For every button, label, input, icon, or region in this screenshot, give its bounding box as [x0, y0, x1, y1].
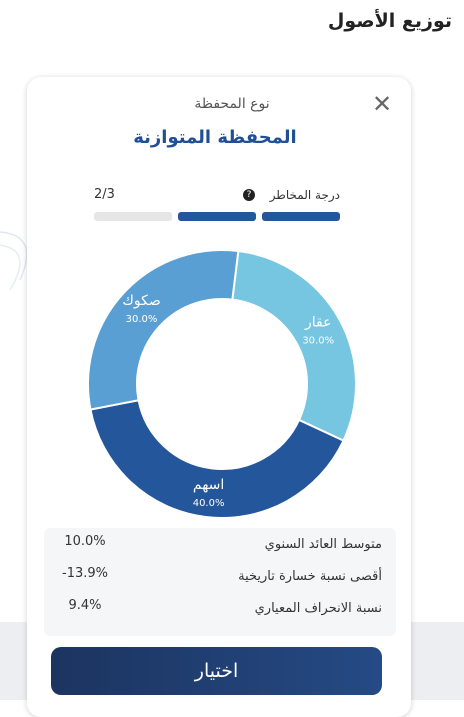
donut-slice	[87, 249, 240, 411]
donut-slice	[231, 249, 357, 442]
card-subtitle: نوع المحفظة	[194, 96, 270, 112]
slice-value-label: 40.0%	[193, 498, 225, 509]
stat-label: أقصى نسبة خسارة تاريخية	[238, 569, 382, 584]
page: توزيع الأصول ✕ نوع المحفظة المحفظة المتو…	[0, 10, 464, 700]
stats-box	[44, 528, 396, 636]
risk-bar	[94, 212, 172, 221]
stat-value: 10.0%	[64, 534, 106, 549]
help-icon[interactable]: ?	[243, 189, 255, 201]
donut-slice	[89, 399, 345, 519]
page-title: توزيع الأصول	[327, 10, 452, 32]
risk-level: 2/3	[94, 187, 115, 202]
donut-chart: عقار 30.0% اسهم 40.0% صكوك 30.0%	[87, 249, 357, 519]
close-button[interactable]: ✕	[372, 90, 393, 118]
slice-label: صكوك	[122, 293, 160, 309]
background-curves	[0, 231, 28, 291]
stat-value: -13.9%	[62, 566, 108, 581]
stat-value: 9.4%	[68, 598, 102, 613]
slice-value-label: 30.0%	[302, 336, 334, 347]
risk-bar	[262, 212, 340, 221]
select-button[interactable]: اختيار	[51, 647, 382, 695]
slice-value-label: 30.0%	[126, 314, 158, 325]
portfolio-name: المحفظة المتوازنة	[133, 127, 297, 148]
stat-label: نسبة الانحراف المعياري	[254, 601, 382, 616]
stat-label: متوسط العائد السنوي	[264, 537, 382, 552]
slice-label: عقار	[304, 315, 331, 331]
risk-bar	[178, 212, 256, 221]
risk-label: درجة المخاطر	[269, 188, 340, 202]
slice-label: اسهم	[193, 477, 224, 493]
